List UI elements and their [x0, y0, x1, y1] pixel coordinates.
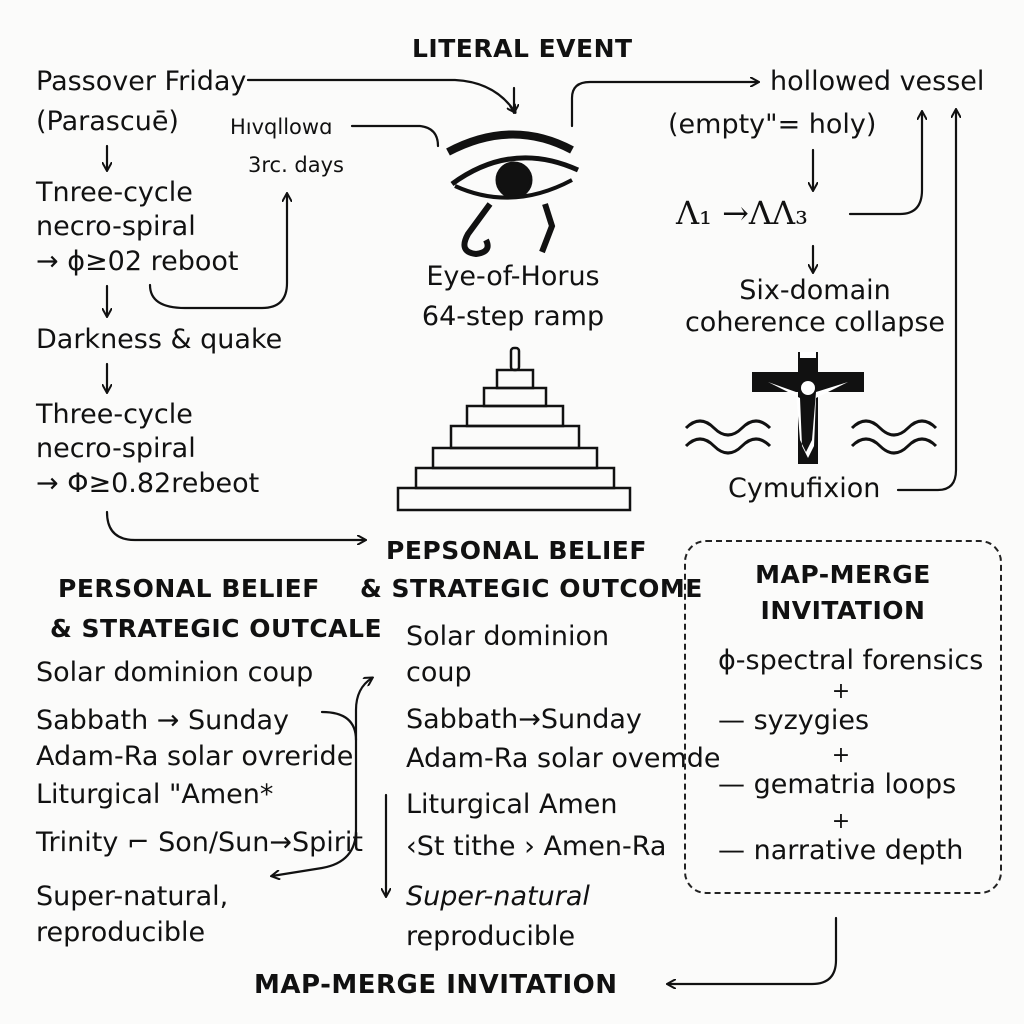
arrow-box-to-footer — [668, 916, 838, 984]
reboot-1: → ϕ≥02 reboot — [36, 246, 239, 277]
left-item-1: Sabbath → Sunday — [36, 705, 290, 736]
center-item-6: Super-natural — [406, 881, 590, 912]
box-item-2: — syzygies — [718, 705, 870, 736]
passover-friday: Passover Friday — [36, 66, 247, 97]
center-item-1: coup — [406, 657, 472, 688]
hollowed-vessel: hollowed vessel — [770, 66, 985, 97]
map-merge-box: MAP-MERGE INVITATION ϕ-spectral forensic… — [684, 540, 1002, 894]
three-cycle-1: Tnree-cycle — [36, 177, 193, 208]
wave-lines-left — [684, 419, 772, 455]
map-merge-box-title-2: INVITATION — [760, 596, 926, 625]
personal-left-title-1: PERSONAL BELIEF — [58, 574, 320, 603]
left-item-0: Solar dominion coup — [36, 657, 314, 688]
box-item-0: ϕ-spectral forensics — [718, 645, 984, 676]
arrow-left-list-up — [272, 710, 358, 876]
necro-spiral-2: necro-spiral — [36, 433, 196, 464]
map-merge-footer: MAP-MERGE INVITATION — [254, 970, 618, 1000]
six-domain: Six-domain — [739, 275, 891, 306]
arrow-eye-to-vessel — [570, 82, 758, 128]
three-days-note: 3rc. days — [248, 153, 344, 177]
coherence-collapse: coherence collapse — [684, 307, 946, 338]
box-plus-2: + — [831, 743, 851, 768]
box-plus-1: + — [831, 679, 851, 704]
center-item-7: reproducible — [406, 921, 576, 952]
three-cycle-2: Three-cycle — [36, 399, 193, 430]
left-item-2: Adam-Ra solar ovreride — [36, 741, 354, 772]
left-item-5: Super-natural, — [36, 881, 229, 912]
left-item-4: Trinity ⌐ Son/Sun→Spirit — [36, 827, 363, 858]
center-item-2: Sabbath→Sunday — [406, 704, 642, 735]
personal-center-title-2: & STRATEGIC OUTCOME — [360, 574, 703, 603]
wave-lines-right — [850, 419, 938, 455]
eye-label-2: 64-step ramp — [421, 301, 605, 332]
box-item-6: — narrative depth — [718, 835, 964, 866]
arrow-lambda-to-vessel — [848, 112, 922, 216]
center-item-5: ‹St tithe › Amen-Ra — [406, 831, 667, 862]
step-ramp-icon — [396, 346, 632, 512]
necro-spiral-1: necro-spiral — [36, 211, 196, 242]
arrow-passover-to-eye — [246, 78, 515, 112]
reboot-2: → Φ≥0.82rebeot — [36, 468, 260, 499]
arrow-reboot-loop — [148, 194, 287, 310]
center-item-3: Adam-Ra solar ovemde — [406, 743, 721, 774]
darkness-quake: Darkness & quake — [36, 324, 283, 355]
arrow-crucifixion-loop — [896, 110, 956, 492]
box-item-4: — gematria loops — [718, 769, 957, 800]
eye-label-1: Eye-of-Horus — [426, 261, 600, 292]
personal-center-title-1: PEPSONAL BELIEF — [386, 536, 647, 565]
eye-of-horus-icon — [446, 130, 580, 258]
center-item-0: Solar dominion — [406, 621, 610, 652]
parascue: (Parascuē) — [36, 106, 179, 137]
literal-event-title: LITERAL EVENT — [412, 34, 633, 63]
arrow-left-list-branch — [354, 678, 372, 742]
map-merge-box-title-1: MAP-MERGE — [755, 560, 931, 589]
left-item-6: reproducible — [36, 917, 206, 948]
arrow-reboot-to-personal — [105, 510, 365, 540]
cymufixion-label: Cymufixion — [728, 473, 881, 504]
crucifix-icon — [752, 352, 864, 464]
lambda-transition: Λ₁ →ΛΛ₃ — [676, 194, 808, 232]
hollow-note: Hıvqllowɑ — [230, 115, 333, 139]
arrow-hollow-to-eye — [350, 124, 440, 148]
center-item-4: Liturgical Amen — [406, 789, 618, 820]
box-plus-3: + — [831, 809, 851, 834]
left-item-3: Liturgical "Amen* — [36, 779, 274, 810]
empty-holy: (empty"= holy) — [668, 109, 877, 140]
personal-left-title-2: & STRATEGIC OUTCALE — [50, 614, 383, 643]
